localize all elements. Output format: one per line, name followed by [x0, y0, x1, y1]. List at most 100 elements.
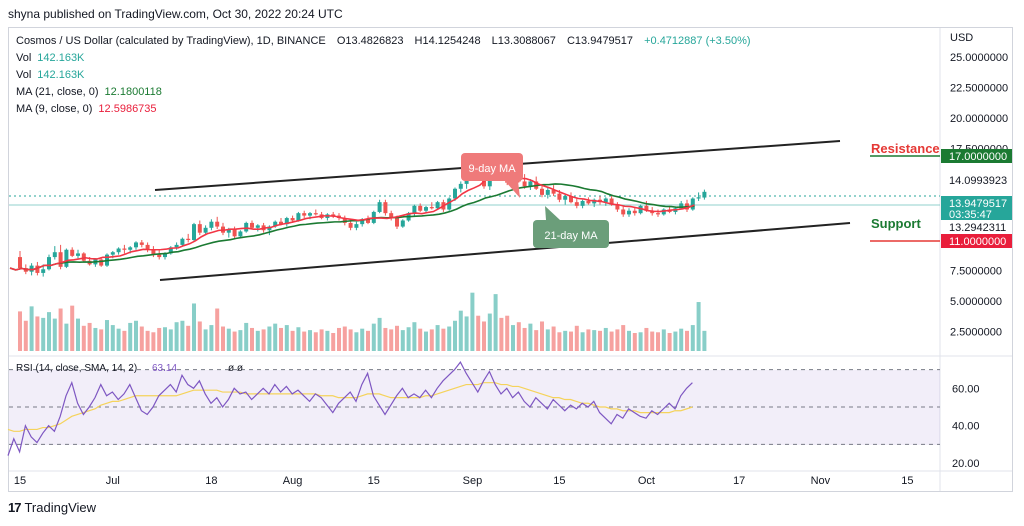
- volume-bar: [52, 318, 57, 351]
- ma21-callout-label: 21-day MA: [544, 230, 598, 242]
- candle-body: [128, 247, 133, 250]
- volume-bar: [540, 321, 544, 351]
- volume-bar: [482, 321, 486, 351]
- volume-bar: [221, 326, 225, 351]
- ma9-line: [9, 174, 695, 271]
- low-value: L13.3088067: [491, 35, 556, 47]
- candle-body: [250, 222, 254, 228]
- volume-bar: [331, 333, 336, 351]
- volume-label: Vol: [16, 52, 32, 64]
- time-tick-label: 15: [901, 475, 913, 487]
- candle-body: [76, 253, 80, 256]
- candle-body: [308, 213, 312, 216]
- ma9-callout-box: [461, 153, 523, 181]
- volume-bar: [354, 332, 359, 351]
- candle-body: [267, 226, 272, 231]
- volume-bar: [308, 330, 312, 351]
- volume-bar: [563, 330, 568, 351]
- rsi-sma-line: [7, 382, 693, 432]
- volume-value-2: 142.163K: [37, 69, 85, 81]
- rsi-legend[interactable]: RSI (14, close, SMA, 14, 2): [16, 363, 137, 374]
- volume-bar: [70, 305, 75, 351]
- candle-body: [609, 198, 614, 205]
- price-label-box: [941, 220, 1012, 234]
- volume-bar: [609, 331, 614, 351]
- candle-body: [203, 227, 208, 233]
- candle-body: [215, 221, 220, 227]
- volume-bar: [226, 328, 231, 351]
- time-tick-label: Aug: [283, 475, 303, 487]
- volume-bar: [197, 321, 202, 351]
- volume-bar: [435, 325, 440, 351]
- legend-symbol-row: Cosmos / US Dollar (calculated by Tradin…: [16, 33, 751, 50]
- volume-bar: [134, 320, 138, 351]
- brand-footer[interactable]: 17 TradingView: [8, 500, 96, 515]
- rsi-tick-label: 60.00: [952, 383, 980, 395]
- volume-bar: [673, 331, 678, 351]
- candle-body: [47, 257, 51, 270]
- volume-bar: [93, 327, 98, 351]
- candle-body: [279, 221, 283, 225]
- price-tick-label: 20.0000000: [950, 113, 1008, 125]
- candle-body: [64, 249, 69, 267]
- candle-body: [58, 252, 63, 267]
- candle-body: [151, 249, 156, 255]
- volume-bar: [360, 328, 365, 351]
- volume-bar: [516, 322, 521, 351]
- legend-volume-row[interactable]: Vol 142.163K: [16, 50, 751, 67]
- ma9-label: MA (9, close, 0): [16, 103, 93, 115]
- volume-bar: [76, 318, 80, 351]
- volume-bar: [29, 306, 34, 351]
- price-label-box: [941, 149, 1012, 163]
- volume-bar: [261, 329, 266, 351]
- volume-bar: [296, 327, 301, 351]
- candle-body: [110, 252, 115, 255]
- ma21-callout-pointer: [545, 206, 560, 220]
- volume-bar: [464, 316, 469, 351]
- volume-bar: [621, 325, 626, 351]
- volume-bar: [151, 332, 156, 351]
- candle-body: [163, 253, 167, 258]
- candle-body: [656, 213, 660, 215]
- candle-body: [569, 196, 573, 203]
- price-label-text: 17.0000000: [949, 151, 1007, 163]
- volume-bar: [557, 332, 562, 351]
- candle-body: [447, 198, 452, 210]
- volume-bars: [18, 292, 707, 351]
- volume-bar: [441, 328, 446, 351]
- volume-bar: [429, 329, 434, 351]
- volume-bar: [325, 330, 330, 351]
- volume-bar: [505, 315, 510, 351]
- ma9-callout-label: 9-day MA: [468, 163, 516, 175]
- volume-bar: [250, 327, 254, 351]
- volume-bar: [627, 330, 631, 351]
- candle-body: [412, 205, 417, 214]
- change-value: +0.4712887 (+3.50%): [644, 35, 751, 47]
- candle-body: [400, 220, 405, 227]
- candle-body: [453, 188, 457, 199]
- chart-legend: Cosmos / US Dollar (calculated by Tradin…: [16, 33, 751, 118]
- volume-bar: [377, 317, 382, 351]
- legend-ma9-row[interactable]: MA (9, close, 0) 12.5986735: [16, 101, 751, 118]
- symbol-title[interactable]: Cosmos / US Dollar (calculated by Tradin…: [16, 35, 326, 47]
- candle-body: [377, 202, 382, 212]
- time-tick-label: 15: [553, 475, 565, 487]
- candle-body: [244, 222, 249, 232]
- candle-body: [615, 204, 620, 210]
- volume-bar: [580, 332, 585, 351]
- legend-ma21-row[interactable]: MA (21, close, 0) 12.1800118: [16, 84, 751, 101]
- volume-bar: [157, 327, 162, 351]
- time-tick-label: 15: [368, 475, 380, 487]
- candle-body: [331, 214, 336, 216]
- volume-bar: [453, 320, 457, 351]
- volume-bar: [476, 315, 481, 351]
- candle-body: [18, 257, 22, 269]
- volume-bar: [389, 329, 394, 351]
- volume-bar: [447, 326, 452, 351]
- candle-body: [360, 219, 365, 225]
- price-label-text: 13.9479517: [949, 198, 1007, 210]
- candle-body: [186, 238, 191, 240]
- legend-volume-row-2[interactable]: Vol 142.163K: [16, 67, 751, 84]
- volume-bar: [174, 322, 179, 351]
